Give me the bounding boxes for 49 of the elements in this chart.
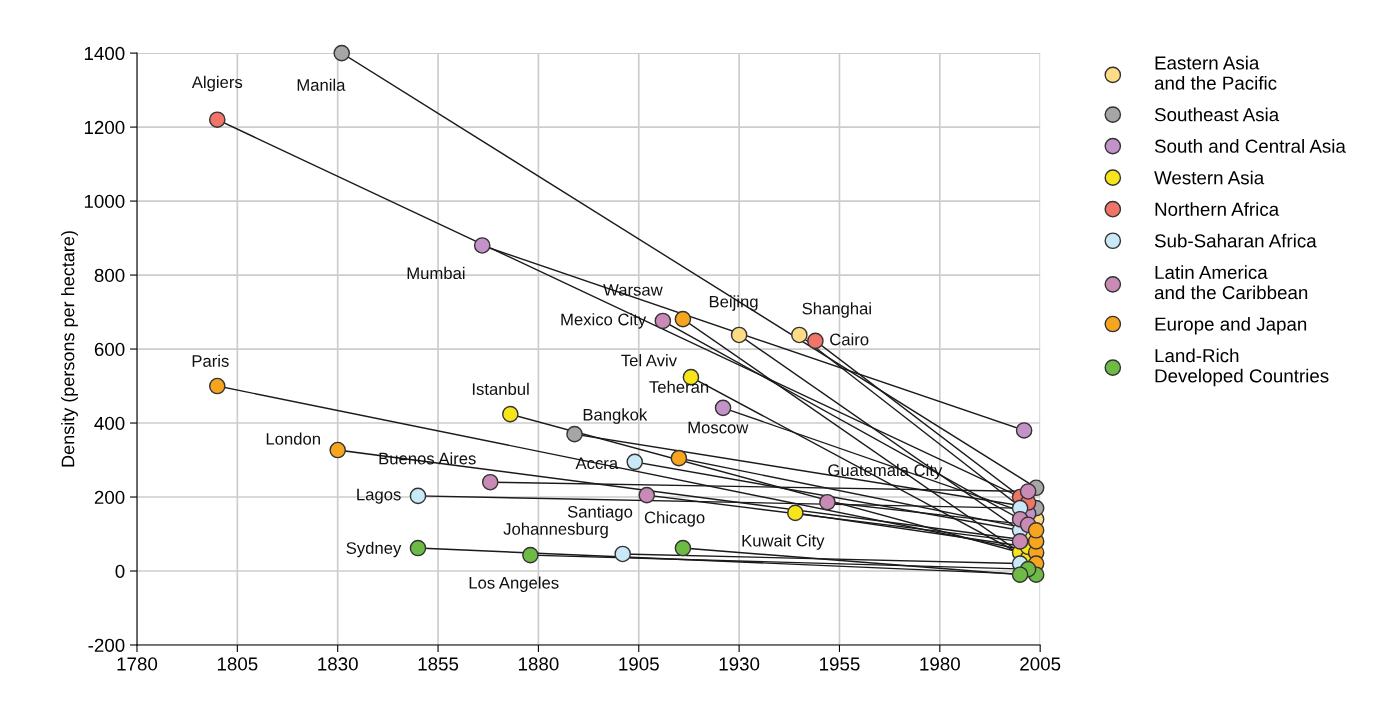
x-tick-label: 1780 bbox=[117, 657, 158, 671]
annotation: Bangkok bbox=[583, 408, 648, 424]
x-tick-label: 1980 bbox=[920, 657, 960, 671]
annotation: Cairo bbox=[830, 333, 869, 346]
annotation: Kuwait City bbox=[742, 534, 825, 550]
annotation: Moscow bbox=[688, 421, 749, 434]
y-tick-label: 600 bbox=[94, 342, 125, 357]
x-tick-label: 1830 bbox=[318, 657, 358, 671]
x-tick-label: 1955 bbox=[820, 657, 860, 671]
annotation: Paris bbox=[192, 354, 229, 367]
y-tick-label: 1200 bbox=[84, 120, 125, 135]
y-tick-label: 800 bbox=[94, 268, 125, 283]
legend-label: South and Central Asia bbox=[1154, 139, 1346, 153]
annotation: Los Angeles bbox=[469, 576, 559, 593]
x-tick-label: 2005 bbox=[1020, 657, 1061, 671]
annotation: Tel Aviv bbox=[621, 354, 677, 367]
legend-label: Southeast Asia bbox=[1154, 107, 1280, 122]
y-tick-label: 200 bbox=[94, 490, 125, 504]
annotation: Algiers bbox=[191, 75, 243, 92]
x-tick-label: 1805 bbox=[217, 657, 258, 671]
y-axis-title: Density (persons per hectare) bbox=[61, 231, 78, 467]
y-tick-label: 1400 bbox=[84, 46, 125, 61]
annotation: Sydney bbox=[346, 541, 402, 558]
x-tick-label: 1880 bbox=[518, 657, 559, 671]
y-tick-label: 0 bbox=[115, 564, 125, 578]
legend-label: Northern Africa bbox=[1155, 202, 1280, 216]
annotation: Teheran bbox=[649, 380, 709, 393]
annotation: Shanghai bbox=[802, 302, 871, 318]
annotation: Lagos bbox=[357, 488, 401, 504]
legend-label: Eastern Asia and the Pacific bbox=[1154, 55, 1277, 90]
legend-label: Sub-Saharan Africa bbox=[1154, 233, 1317, 248]
annotation: Johannesburg bbox=[503, 522, 608, 539]
annotation: Mexico City bbox=[561, 313, 647, 329]
annotation: Santiago bbox=[567, 505, 633, 521]
legend-label: Western Asia bbox=[1154, 170, 1265, 185]
annotation: Mumbai bbox=[407, 266, 465, 280]
annotation: Chicago bbox=[644, 511, 705, 527]
annotation: London bbox=[266, 432, 320, 445]
annotation: Manila bbox=[297, 78, 346, 91]
annotation: Istanbul bbox=[472, 382, 529, 396]
x-tick-label: 1855 bbox=[418, 657, 459, 671]
legend-label: Europe and Japan bbox=[1155, 316, 1307, 335]
legend-label: Latin America and the Caribbean bbox=[1154, 265, 1308, 300]
y-tick-label: -200 bbox=[88, 638, 125, 652]
x-tick-label: 1905 bbox=[619, 657, 659, 671]
y-tick-label: 400 bbox=[94, 416, 125, 431]
y-tick-label: 1000 bbox=[84, 194, 125, 209]
x-tick-label: 1930 bbox=[719, 657, 760, 671]
legend-label: Land-Rich Developed Countries bbox=[1155, 348, 1329, 387]
